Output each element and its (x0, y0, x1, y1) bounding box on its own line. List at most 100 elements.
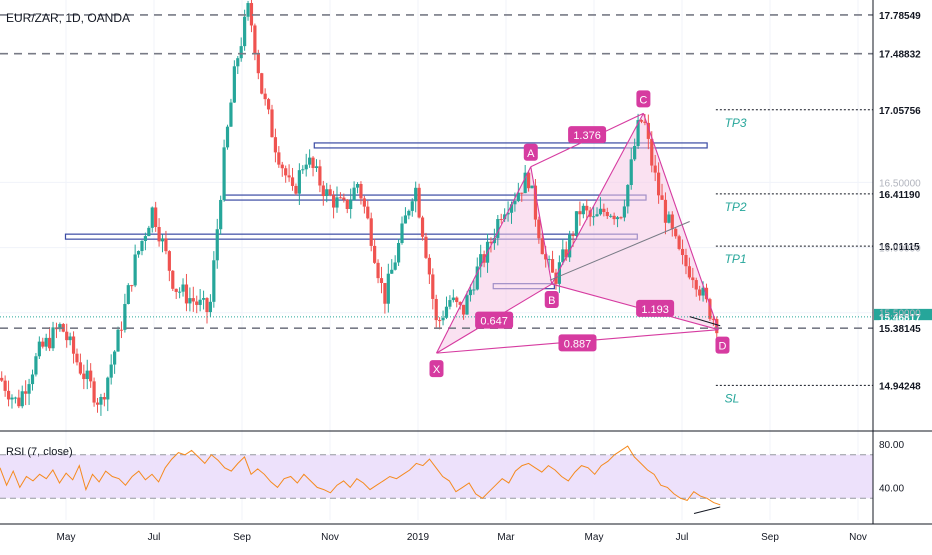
candle-body (171, 271, 174, 289)
candle-body (48, 338, 51, 348)
candle-body (185, 285, 188, 304)
candle-body (202, 298, 205, 300)
pattern-point-label: D (719, 341, 727, 353)
candle-body (671, 214, 674, 228)
candle-body (537, 220, 540, 239)
candle-body (21, 391, 24, 406)
y-tick-label: 16.50000 (879, 178, 921, 189)
candle-body (51, 327, 54, 348)
candle-body (472, 289, 475, 290)
target-label: TP1 (725, 252, 747, 266)
candle-body (650, 139, 653, 166)
candle-body (236, 58, 239, 66)
x-tick-label: May (57, 532, 76, 543)
candle-body (161, 238, 164, 241)
candle-body (633, 146, 636, 159)
candle-body (698, 289, 701, 295)
candle-body (551, 259, 554, 273)
candle-body (103, 397, 106, 399)
candle-body (127, 285, 130, 304)
candle-body (79, 362, 82, 373)
candle-body (188, 298, 191, 303)
candle-body (233, 66, 236, 102)
candle-body (376, 263, 379, 278)
candle-body (246, 3, 249, 17)
candle-body (267, 99, 270, 109)
candle-body (455, 298, 458, 302)
candle-body (253, 25, 256, 54)
candle-body (373, 246, 376, 263)
candle-body (264, 94, 267, 99)
candle-body (257, 55, 260, 74)
candle-body (110, 365, 113, 378)
candle-body (424, 237, 427, 258)
x-tick-label: Nov (849, 532, 867, 543)
candle-body (619, 217, 622, 218)
candle-body (678, 236, 681, 249)
chart-title: EUR/ZAR, 1D, OANDA (6, 11, 130, 25)
candle-body (684, 255, 687, 266)
candle-body (660, 195, 663, 200)
candle-body (134, 254, 137, 285)
candle-body (96, 403, 99, 405)
rsi-band-layer (0, 455, 873, 499)
candle-body (387, 274, 390, 304)
candle-body (157, 227, 160, 241)
candle-body (568, 235, 571, 258)
y-tick-label: 16.00000 (879, 244, 921, 255)
candle-body (335, 197, 338, 207)
candle-body (106, 378, 109, 400)
candle-body (14, 398, 17, 399)
candle-body (541, 238, 544, 254)
candle-body (664, 200, 667, 223)
candle-body (400, 223, 403, 243)
candle-body (195, 301, 198, 304)
candle-body (72, 336, 75, 353)
candle-body (205, 298, 208, 312)
x-tick-label: Jul (148, 532, 161, 543)
candle-body (192, 298, 195, 301)
x-tick-label: May (585, 532, 604, 543)
candle-body (342, 198, 345, 200)
target-label: TP3 (725, 116, 747, 130)
candle-body (414, 188, 417, 201)
candle-body (592, 216, 595, 217)
candle-body (89, 371, 92, 382)
candle-body (113, 352, 116, 365)
candle-body (606, 212, 609, 216)
candle-body (270, 109, 273, 137)
candle-body (291, 177, 294, 186)
candle-body (168, 251, 171, 271)
rsi-tick-label: 40.00 (879, 483, 904, 494)
candle-body (137, 251, 140, 254)
candle-body (582, 206, 585, 214)
candle-body (298, 170, 301, 194)
candle-body (691, 277, 694, 280)
candle-body (428, 258, 431, 275)
candle-body (27, 384, 30, 394)
candle-body (380, 278, 383, 283)
candle-body (75, 354, 78, 363)
candle-body (7, 391, 10, 400)
candle-body (199, 300, 202, 305)
candle-body (674, 229, 677, 236)
pattern-point-label: C (639, 94, 647, 106)
candle-body (390, 270, 393, 274)
candle-body (411, 201, 414, 211)
candle-body (688, 266, 691, 277)
candle-body (356, 184, 359, 188)
candle-body (421, 217, 424, 236)
candle-body (404, 215, 407, 223)
candle-body (226, 127, 229, 148)
candle-body (346, 200, 349, 209)
candle-body (366, 207, 369, 219)
price-tag-label: 17.78549 (879, 11, 921, 22)
candle-body (578, 211, 581, 214)
candle-body (626, 185, 629, 206)
candle-body (339, 197, 342, 198)
candle-body (363, 198, 366, 206)
x-tick-label: Mar (497, 532, 515, 543)
candle-body (38, 342, 41, 357)
